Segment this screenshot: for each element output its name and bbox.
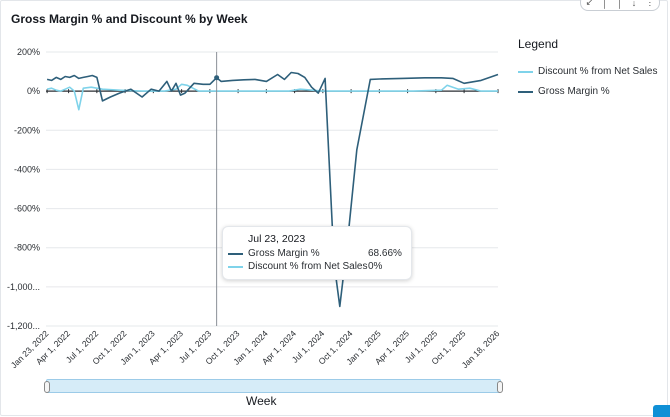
- tooltip-date: Jul 23, 2023: [248, 233, 306, 245]
- legend-swatch: [518, 90, 533, 93]
- x-axis-range-scrollbar[interactable]: [44, 379, 503, 393]
- visual-toolbar[interactable]: ↙ │ │ ↓ ⋮: [580, 0, 660, 11]
- bar-icon[interactable]: │: [602, 0, 608, 8]
- tooltip-swatch: [228, 265, 243, 268]
- hover-point: [214, 75, 220, 81]
- y-tick-label: 200%: [17, 47, 40, 57]
- legend-label: Discount % from Net Sales: [538, 66, 658, 77]
- tooltip-label: Gross Margin %: [248, 248, 320, 259]
- scrollbar-handle-left[interactable]: [44, 381, 50, 393]
- series-group: [46, 71, 499, 308]
- legend-item-gross-margin[interactable]: Gross Margin %: [518, 86, 610, 97]
- corner-badge: [653, 405, 670, 417]
- y-tick-label: -400%: [14, 164, 40, 174]
- y-tick-label: -200%: [14, 125, 40, 135]
- y-tick-label: -800%: [14, 243, 40, 253]
- bar-icon[interactable]: │: [617, 0, 623, 8]
- series-line-discount: [46, 83, 498, 111]
- hover-tooltip: Jul 23, 2023 Gross Margin % 68.66% Disco…: [222, 226, 412, 280]
- series-line-gross-margin: [46, 71, 499, 308]
- y-axis-ticks: 200% 0% -200% -400% -600% -800% -1,000... -1,20…: [7, 47, 40, 331]
- legend-title: Legend: [518, 37, 559, 51]
- legend-label: Gross Margin %: [538, 86, 610, 97]
- tooltip-row-gross-margin: Gross Margin % 68.66%: [228, 248, 406, 259]
- tooltip-label: Discount % from Net Sales: [248, 261, 368, 272]
- y-tick-label: -600%: [14, 204, 40, 214]
- sort-icon[interactable]: ↓: [631, 0, 637, 8]
- y-tick-label: -1,000...: [7, 282, 40, 292]
- tooltip-value: 0%: [368, 261, 383, 272]
- legend-item-discount[interactable]: Discount % from Net Sales: [518, 66, 658, 77]
- tooltip-row-discount: Discount % from Net Sales 0%: [228, 261, 406, 272]
- more-icon[interactable]: ⋮: [645, 0, 655, 7]
- tooltip-value: 68.66%: [368, 248, 402, 259]
- scrollbar-handle-right[interactable]: [497, 381, 503, 393]
- y-tick-label: 0%: [27, 86, 40, 96]
- chart-title: Gross Margin % and Discount % by Week: [11, 12, 248, 26]
- y-tick-label: -1,200...: [7, 321, 40, 331]
- collapse-icon[interactable]: ↙: [585, 0, 594, 7]
- legend-swatch: [518, 70, 533, 73]
- hover-group: [214, 52, 220, 326]
- tooltip-swatch: [228, 252, 243, 255]
- grid-lines: [46, 51, 498, 327]
- x-axis-title: Week: [246, 394, 277, 408]
